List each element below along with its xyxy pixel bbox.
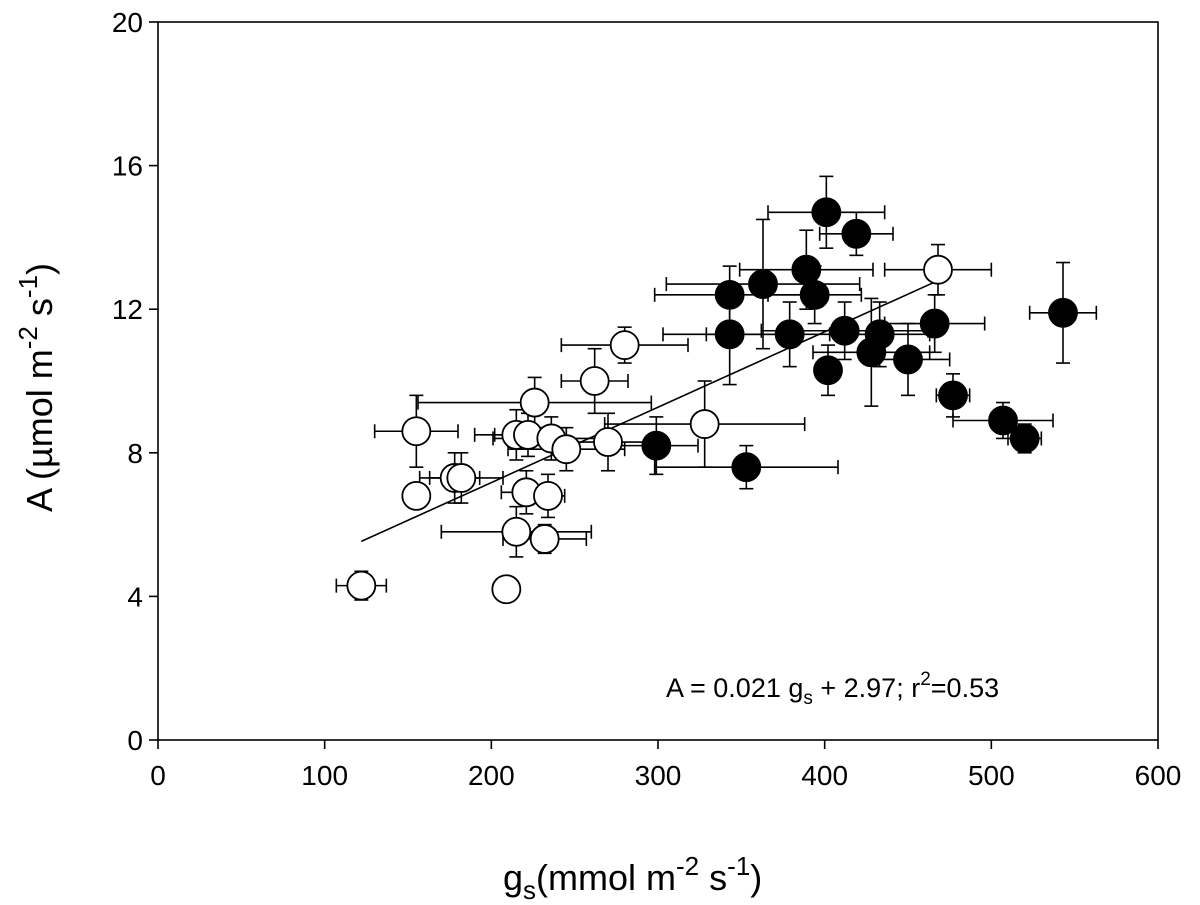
open-data-point — [529, 524, 560, 554]
open-data-point — [533, 480, 563, 511]
filled-data-point — [893, 344, 923, 375]
x-tick-label: 0 — [150, 760, 166, 791]
open-data-point — [551, 434, 582, 465]
error-bars — [335, 175, 1098, 601]
open-data-point — [401, 480, 432, 511]
ylabel-mid: s — [19, 298, 60, 326]
data-points — [346, 197, 1078, 605]
eq-end: =0.53 — [931, 673, 999, 703]
filled-data-point — [641, 430, 672, 461]
open-data-point — [501, 516, 532, 547]
filled-data-point — [731, 452, 762, 483]
y-axis-title: A (µmol m-2 s-1) — [13, 263, 60, 512]
xlabel-sup1: -2 — [676, 851, 699, 881]
xlabel-mid: s — [699, 857, 727, 898]
xlabel-sub: s — [523, 875, 536, 905]
open-data-point — [923, 254, 953, 285]
filled-data-point — [714, 279, 745, 310]
open-data-point — [579, 366, 610, 396]
open-data-point — [401, 416, 432, 447]
filled-data-point — [1009, 423, 1040, 454]
y-tick-label: 0 — [127, 725, 143, 756]
y-tick-label: 4 — [127, 581, 143, 612]
y-axis-ticks: 0 4 8 12 16 20 — [112, 7, 158, 756]
eq-pre: A = 0.021 g — [666, 673, 803, 703]
x-tick-label: 400 — [801, 760, 848, 791]
filled-data-point — [988, 405, 1018, 436]
filled-data-point — [799, 279, 830, 310]
filled-data-point — [811, 197, 842, 228]
filled-data-point — [1048, 297, 1078, 328]
x-tick-label: 600 — [1135, 760, 1182, 791]
filled-data-point — [748, 269, 778, 299]
y-tick-label: 16 — [112, 151, 143, 182]
eq-sup: 2 — [920, 669, 931, 690]
ylabel-sup2: -1 — [13, 275, 43, 298]
filled-data-point — [829, 315, 860, 346]
x-axis-title: gs(mmol m-2 s-1) — [503, 851, 762, 905]
ylabel-sup1: -2 — [13, 326, 43, 349]
filled-data-point — [864, 319, 895, 350]
ylabel-end: ) — [19, 263, 60, 275]
xlabel-end: ) — [750, 857, 762, 898]
xlabel-units: (mmol m — [536, 857, 676, 898]
open-data-point — [519, 387, 550, 418]
x-tick-label: 300 — [635, 760, 682, 791]
y-tick-label: 20 — [112, 7, 143, 38]
xlabel-sup2: -1 — [727, 851, 750, 881]
eq-mid: + 2.97; r — [813, 673, 920, 703]
regression-equation: A = 0.021 gs + 2.97; r2=0.53 — [666, 669, 999, 709]
plot-frame — [157, 21, 1159, 741]
plot-border — [157, 21, 1159, 741]
x-axis-ticks: 0 100 200 300 400 500 600 — [150, 740, 1181, 791]
open-data-point — [346, 570, 377, 601]
open-data-point — [689, 409, 720, 439]
filled-data-point — [938, 380, 968, 411]
y-tick-label: 8 — [127, 438, 143, 469]
ylabel-main: A (µmol m — [19, 349, 60, 512]
filled-data-point — [714, 319, 745, 350]
x-tick-label: 200 — [468, 760, 515, 791]
open-data-point — [446, 463, 477, 493]
y-tick-label: 12 — [112, 294, 143, 325]
x-tick-label: 100 — [301, 760, 348, 791]
filled-data-point — [919, 308, 950, 339]
xlabel-main: g — [503, 857, 523, 898]
open-data-point — [593, 427, 623, 457]
eq-sub: s — [803, 688, 813, 709]
filled-data-point — [791, 254, 822, 285]
x-tick-label: 500 — [968, 760, 1015, 791]
open-data-point — [491, 574, 522, 605]
filled-data-point — [813, 355, 843, 386]
filled-data-point — [841, 218, 872, 249]
filled-data-point — [774, 319, 805, 350]
open-data-point — [609, 330, 640, 361]
